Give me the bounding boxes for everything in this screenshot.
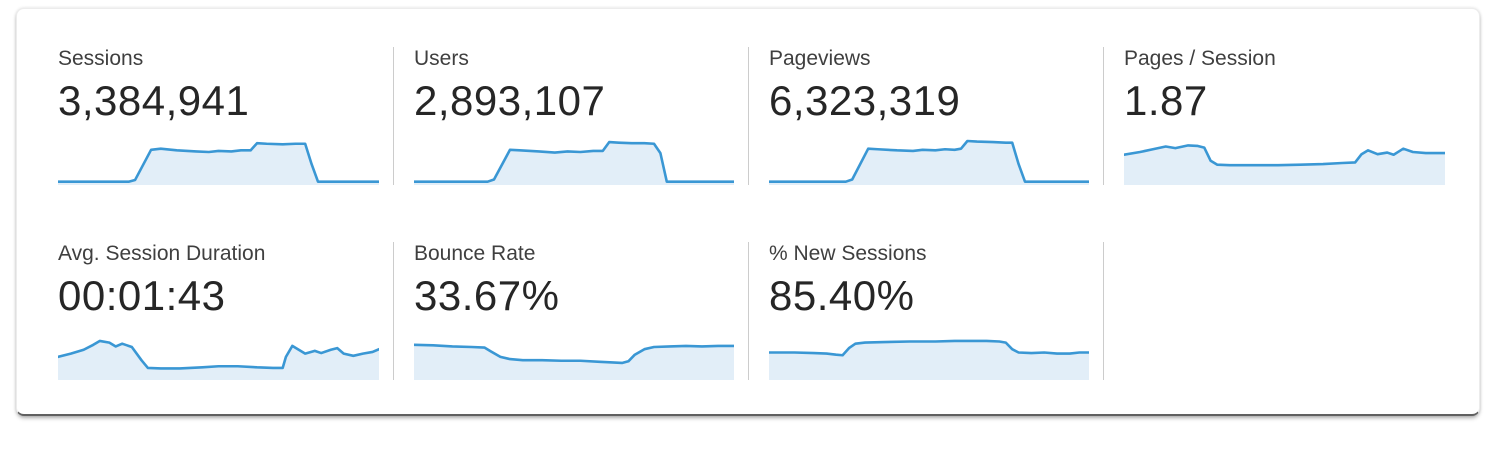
metric-card-bounce-rate[interactable]: Bounce Rate 33.67% — [393, 242, 748, 380]
metrics-panel: Sessions 3,384,941 Users 2,893,107 Pagev… — [16, 8, 1480, 416]
metric-value: 33.67% — [414, 272, 560, 319]
metric-card-new-sessions[interactable]: % New Sessions 85.40% — [748, 242, 1103, 380]
metric-card-avg-session-duration[interactable]: Avg. Session Duration 00:01:43 — [58, 242, 393, 380]
metric-value: 2,893,107 — [414, 77, 606, 124]
pages-per-session-sparkline-chart — [1124, 130, 1445, 185]
bounce-rate-sparkline-chart — [414, 325, 734, 380]
metric-label: Users — [414, 47, 469, 70]
pageviews-sparkline-chart — [769, 130, 1089, 185]
metric-value: 85.40% — [769, 272, 915, 319]
metric-label: Bounce Rate — [414, 242, 536, 265]
metric-card-sessions[interactable]: Sessions 3,384,941 — [58, 47, 393, 185]
metric-card-users[interactable]: Users 2,893,107 — [393, 47, 748, 185]
empty-cell — [1103, 242, 1459, 380]
metric-label: Sessions — [58, 47, 144, 70]
metric-card-pages-per-session[interactable]: Pages / Session 1.87 — [1103, 47, 1459, 185]
new-sessions-sparkline-chart — [769, 325, 1089, 380]
sessions-sparkline-chart — [58, 130, 379, 185]
avg-session-duration-sparkline-chart — [58, 325, 379, 380]
metric-value: 6,323,319 — [769, 77, 961, 124]
metric-value: 00:01:43 — [58, 272, 226, 319]
metric-label: % New Sessions — [769, 242, 927, 265]
metric-value: 3,384,941 — [58, 77, 250, 124]
metric-label: Pageviews — [769, 47, 871, 70]
metric-label: Pages / Session — [1124, 47, 1276, 70]
metric-value: 1.87 — [1124, 77, 1208, 124]
metric-card-pageviews[interactable]: Pageviews 6,323,319 — [748, 47, 1103, 185]
metrics-grid: Sessions 3,384,941 Users 2,893,107 Pagev… — [17, 9, 1479, 380]
metric-label: Avg. Session Duration — [58, 242, 266, 265]
users-sparkline-chart — [414, 130, 734, 185]
